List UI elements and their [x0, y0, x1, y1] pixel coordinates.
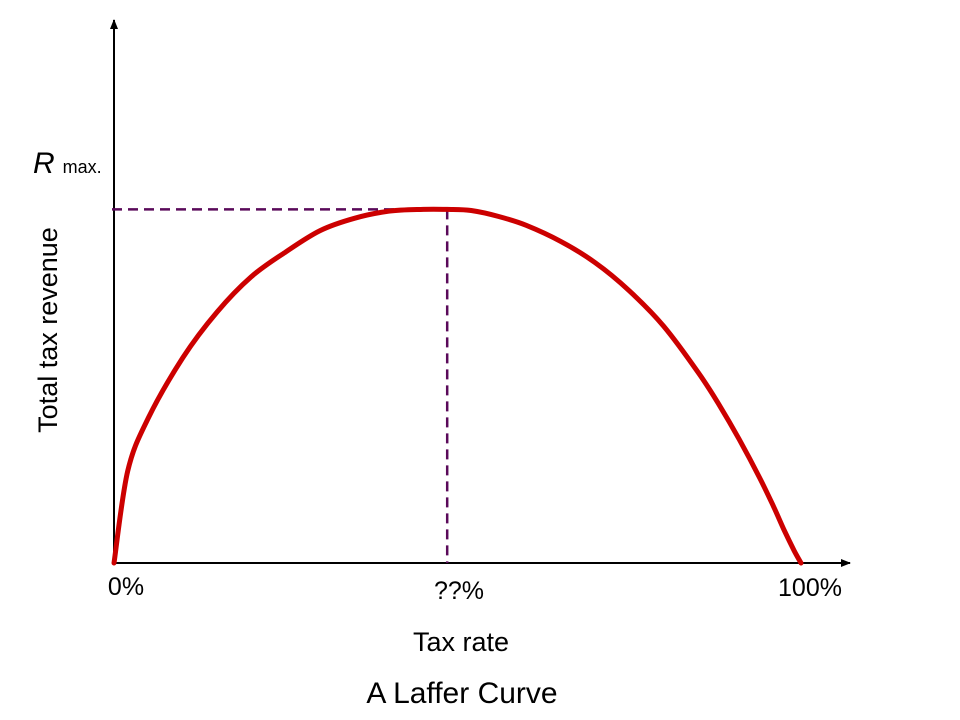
rmax-label-main: R [33, 147, 55, 180]
x-tick-label-end: 100% [778, 574, 842, 602]
chart-title: A Laffer Curve [366, 677, 557, 710]
y-axis-title: Total tax revenue [33, 227, 63, 433]
x-tick-label-start: 0% [108, 573, 144, 601]
x-tick-label-peak: ??% [434, 577, 484, 605]
x-axis-title: Tax rate [413, 627, 509, 657]
laffer-curve-line [111, 206, 804, 566]
rmax-label-sub: max. [63, 157, 102, 177]
